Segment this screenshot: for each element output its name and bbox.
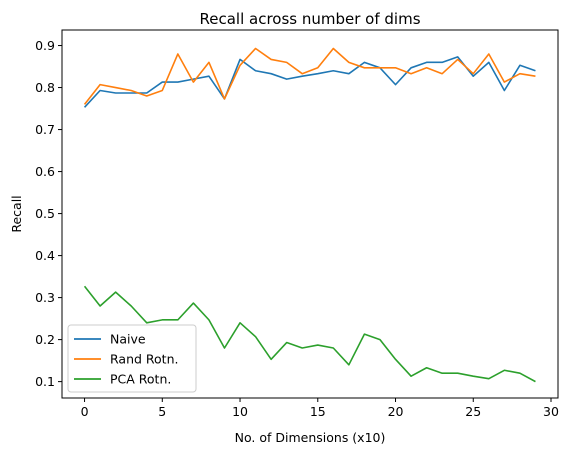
y-tick-label: 0.1 xyxy=(35,374,55,389)
x-tick-label: 5 xyxy=(158,404,166,419)
y-tick-label: 0.8 xyxy=(35,80,55,95)
legend-label-rand-rotn: Rand Rotn. xyxy=(110,352,178,367)
y-axis: 0.1 0.2 0.3 0.4 0.5 0.6 0.7 0.8 0.9 xyxy=(35,38,62,389)
chart-title: Recall across number of dims xyxy=(199,10,420,28)
x-axis: 0 5 10 15 20 25 30 xyxy=(81,398,559,419)
x-tick-label: 10 xyxy=(232,404,248,419)
y-tick-label: 0.7 xyxy=(35,122,55,137)
legend-label-pca-rotn: PCA Rotn. xyxy=(110,372,171,387)
x-tick-label: 25 xyxy=(465,404,481,419)
series-line-naive xyxy=(83,56,536,108)
y-tick-label: 0.5 xyxy=(35,206,55,221)
y-tick-label: 0.6 xyxy=(35,164,55,179)
y-tick-label: 0.2 xyxy=(35,332,55,347)
legend-box xyxy=(67,324,197,393)
x-axis-label: No. of Dimensions (x10) xyxy=(235,430,386,445)
legend: Naive Rand Rotn. PCA Rotn. xyxy=(67,324,197,393)
y-tick-label: 0.3 xyxy=(35,290,55,305)
y-axis-label: Recall xyxy=(9,195,24,232)
x-tick-label: 20 xyxy=(388,404,404,419)
series-line-rand-rotn xyxy=(83,47,536,105)
x-tick-label: 0 xyxy=(81,404,89,419)
plot-lines xyxy=(83,47,536,383)
series-line-pca-rotn xyxy=(83,285,536,383)
legend-label-naive: Naive xyxy=(110,332,146,347)
x-tick-label: 15 xyxy=(310,404,326,419)
x-tick-label: 30 xyxy=(543,404,559,419)
y-tick-label: 0.9 xyxy=(35,38,55,53)
y-tick-label: 0.4 xyxy=(35,248,55,263)
